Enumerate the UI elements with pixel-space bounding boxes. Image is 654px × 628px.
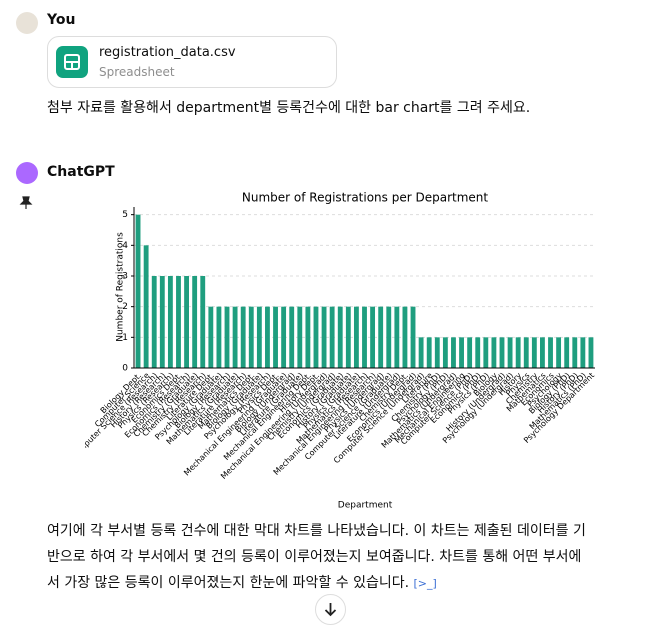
file-name: registration_data.csv	[99, 45, 236, 60]
file-icon	[56, 46, 88, 78]
bar	[321, 306, 327, 368]
bar	[273, 306, 278, 368]
bar	[564, 337, 570, 368]
bar	[451, 337, 456, 368]
bar	[232, 306, 238, 368]
bar	[442, 337, 448, 368]
bar	[216, 306, 222, 368]
bar	[467, 337, 473, 368]
bar	[224, 306, 230, 368]
file-type: Spreadsheet	[99, 65, 175, 79]
bar	[402, 306, 408, 368]
bar	[240, 306, 246, 368]
bar	[248, 306, 254, 368]
bar	[475, 337, 481, 368]
assistant-message: 여기에 각 부서별 등록 건수에 대한 막대 차트를 나타냈습니다. 이 차트는…	[47, 518, 587, 597]
bar	[176, 276, 181, 368]
y-tick-label: 5	[122, 210, 128, 220]
bar	[265, 306, 270, 368]
y-axis-label: Number of Registrations	[116, 232, 126, 342]
bar	[281, 306, 287, 368]
arrow-icon	[324, 603, 337, 617]
message-text: 여기에 각 부서별 등록 건수에 대한 막대 차트를 나타냈습니다. 이 차트는…	[47, 523, 586, 591]
bar	[540, 337, 545, 368]
bar	[345, 306, 351, 368]
bar	[167, 276, 173, 368]
bar	[370, 306, 376, 368]
bar	[200, 276, 206, 368]
user-name: You	[47, 12, 76, 28]
y-tick-label: 0	[122, 364, 128, 374]
file-card[interactable]: registration_data.csv Spreadsheet	[47, 36, 337, 88]
bar	[507, 337, 513, 368]
bar	[426, 337, 432, 368]
bar	[378, 306, 384, 368]
code-icon[interactable]: [>_]	[413, 577, 437, 590]
bar	[418, 337, 424, 368]
bar	[208, 306, 214, 368]
pin-icon[interactable]	[19, 196, 33, 210]
chart: Number of Registrations per Department N…	[85, 191, 596, 511]
sheet-icon	[64, 54, 80, 70]
bar	[329, 306, 335, 368]
bar	[580, 337, 586, 368]
bar	[135, 214, 141, 368]
assistant-name: ChatGPT	[47, 164, 115, 180]
scroll-down-button[interactable]	[315, 594, 346, 625]
y-tick-label: 2	[122, 302, 128, 312]
bar	[483, 337, 489, 368]
user-avatar	[16, 12, 38, 34]
bar	[588, 337, 594, 368]
bar	[353, 306, 359, 368]
user-message: 첨부 자료를 활용해서 department별 등록건수에 대한 bar cha…	[47, 100, 531, 116]
y-tick-label: 1	[122, 333, 128, 343]
y-tick-label: 4	[122, 241, 128, 251]
bar	[305, 306, 311, 368]
x-axis-label: Department	[338, 501, 393, 511]
bar	[556, 337, 562, 368]
bar	[297, 306, 303, 368]
bar	[151, 276, 157, 368]
bar	[362, 306, 367, 368]
chart-title: Number of Registrations per Department	[242, 191, 488, 205]
bar	[434, 337, 440, 368]
bar	[159, 276, 165, 368]
bar	[459, 337, 464, 368]
bar	[184, 276, 189, 368]
bar	[256, 306, 262, 368]
bar	[548, 337, 553, 368]
bar	[499, 337, 505, 368]
bar	[386, 306, 392, 368]
bar	[572, 337, 578, 368]
bar	[523, 337, 529, 368]
bar	[491, 337, 497, 368]
bar	[515, 337, 521, 368]
bar	[337, 306, 343, 368]
assistant-avatar	[16, 162, 38, 184]
bar	[394, 306, 400, 368]
bar	[531, 337, 537, 368]
bar	[313, 306, 319, 368]
bar	[192, 276, 198, 368]
y-tick-label: 3	[122, 272, 128, 282]
bar	[289, 306, 295, 368]
bar	[410, 306, 416, 368]
bar	[143, 245, 149, 368]
